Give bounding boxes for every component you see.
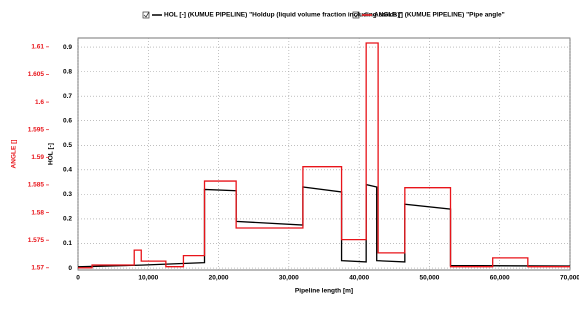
x-tick-label: 30,000: [279, 275, 299, 282]
y2-axis-label: HOL [-]: [48, 143, 55, 165]
y-tick-label: 1.595: [28, 126, 45, 133]
y-tick-label: 1.585: [28, 182, 45, 189]
y-tick-label: 1.6: [35, 99, 44, 106]
legend-checkbox[interactable]: [142, 11, 150, 19]
y2-tick-label: 0.7: [63, 93, 72, 100]
legend-checkbox[interactable]: [352, 11, 360, 19]
y-tick-label: 1.59: [31, 154, 44, 161]
x-tick-label: 50,000: [419, 275, 439, 282]
series-line: [78, 42, 570, 269]
legend-check: [353, 11, 360, 18]
y-tick-label: 1.58: [31, 209, 44, 216]
x-tick-label: 20,000: [209, 275, 229, 282]
x-tick-label: 10,000: [138, 275, 158, 282]
x-axis-label: Pipeline length [m]: [295, 288, 353, 295]
y2-tick-label: 0.4: [63, 167, 72, 174]
y2-tick-label: 0.3: [63, 191, 72, 198]
y2-tick-label: 0: [68, 265, 72, 272]
y2-tick-label: 0.1: [63, 240, 72, 247]
x-tick-label: 70,000: [560, 275, 579, 282]
legend-label: ANGLE [] (KUMUE PIPELINE) "Pipe angle": [374, 12, 505, 19]
y2-tick-label: 0.5: [63, 142, 72, 149]
y-tick-label: 1.605: [28, 71, 45, 78]
legend-label: HOL [-] (KUMUE PIPELINE) "Holdup (liquid…: [164, 12, 403, 19]
plot-frame: [77, 37, 571, 271]
y2-tick-label: 0.9: [63, 44, 72, 51]
y-axis-label: ANGLE []: [11, 140, 18, 169]
y-tick-label: 1.61: [31, 44, 44, 51]
y2-tick-label: 0.2: [63, 216, 72, 223]
y2-tick-label: 0.6: [63, 117, 72, 124]
x-tick-label: 40,000: [349, 275, 369, 282]
x-tick-label: 60,000: [490, 275, 510, 282]
legend-check: [143, 11, 150, 18]
y2-tick-label: 0.8: [63, 68, 72, 75]
x-tick-label: 0: [76, 275, 80, 282]
y-tick-label: 1.575: [28, 237, 45, 244]
y-tick-label: 1.57: [31, 265, 44, 272]
